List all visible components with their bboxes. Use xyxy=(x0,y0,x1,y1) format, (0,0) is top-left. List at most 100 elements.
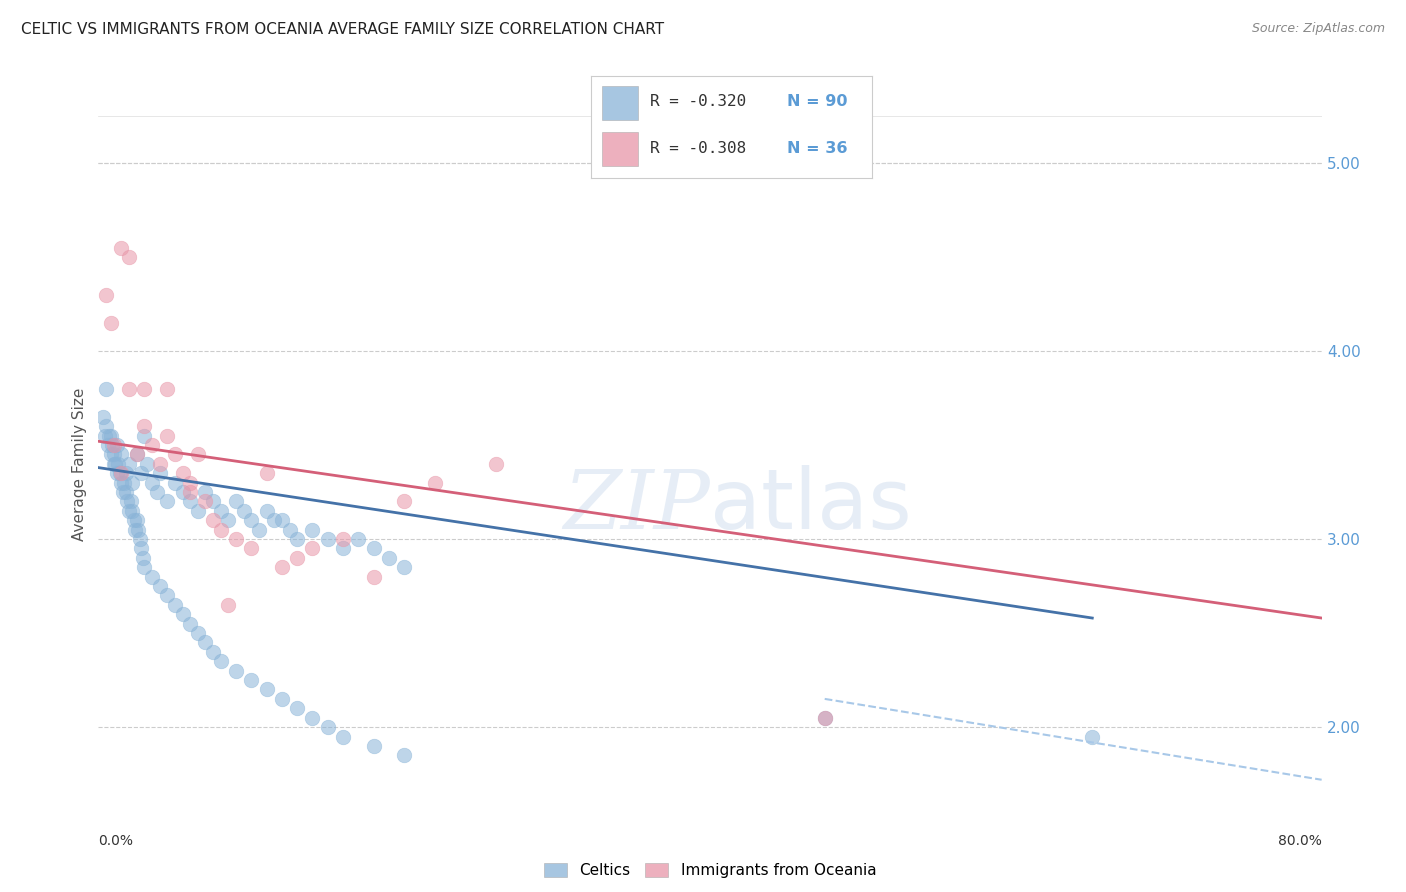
Point xyxy=(141,438,163,452)
Point xyxy=(256,467,278,481)
Point xyxy=(100,316,122,330)
Point xyxy=(91,409,114,424)
Point xyxy=(301,711,323,725)
Point xyxy=(129,541,152,556)
Point xyxy=(125,513,148,527)
Point xyxy=(145,485,167,500)
Bar xyxy=(602,87,638,120)
Point xyxy=(156,382,179,396)
Text: N = 36: N = 36 xyxy=(787,141,848,155)
Point xyxy=(240,541,263,556)
Point xyxy=(115,485,138,500)
Point xyxy=(141,569,163,583)
Point xyxy=(392,494,416,508)
Text: R = -0.320: R = -0.320 xyxy=(650,95,745,110)
Point xyxy=(179,475,201,490)
Point xyxy=(156,494,179,508)
Point xyxy=(278,523,301,537)
Point xyxy=(285,550,308,565)
Point xyxy=(105,438,128,452)
Point xyxy=(134,560,156,574)
Point xyxy=(110,447,132,461)
Point xyxy=(163,475,186,490)
Point xyxy=(301,541,323,556)
Point xyxy=(149,457,172,471)
Point xyxy=(172,467,194,481)
Point xyxy=(194,635,217,649)
Point xyxy=(132,550,155,565)
Point xyxy=(179,616,201,631)
Point xyxy=(93,428,115,442)
Point xyxy=(179,494,201,508)
Point xyxy=(423,475,446,490)
Point xyxy=(100,428,122,442)
Point xyxy=(202,645,225,659)
Text: N = 90: N = 90 xyxy=(787,95,848,110)
Point xyxy=(103,457,125,471)
Point xyxy=(217,598,239,612)
Point xyxy=(117,494,139,508)
Point xyxy=(101,438,124,452)
Point xyxy=(363,739,385,753)
Point xyxy=(392,560,416,574)
Point xyxy=(118,250,141,264)
Point xyxy=(110,467,132,481)
Point xyxy=(194,485,217,500)
Point xyxy=(270,513,294,527)
Point xyxy=(332,730,354,744)
Point xyxy=(179,485,201,500)
Point xyxy=(347,532,370,546)
Point xyxy=(225,532,247,546)
Point xyxy=(118,457,141,471)
Point xyxy=(97,438,120,452)
Point xyxy=(108,467,131,481)
Point xyxy=(94,287,117,301)
Point xyxy=(128,532,150,546)
Point xyxy=(332,541,354,556)
Point xyxy=(121,504,143,518)
Point xyxy=(118,504,141,518)
Point xyxy=(156,428,179,442)
Point xyxy=(363,569,385,583)
Point xyxy=(103,447,125,461)
Text: CELTIC VS IMMIGRANTS FROM OCEANIA AVERAGE FAMILY SIZE CORRELATION CHART: CELTIC VS IMMIGRANTS FROM OCEANIA AVERAG… xyxy=(21,22,664,37)
Point xyxy=(202,513,225,527)
Text: ZIP: ZIP xyxy=(564,466,710,546)
Point xyxy=(118,382,141,396)
Point xyxy=(392,748,416,763)
Point xyxy=(270,560,294,574)
Point xyxy=(134,382,156,396)
Point xyxy=(122,513,145,527)
Point xyxy=(134,428,156,442)
Point xyxy=(256,682,278,697)
Point xyxy=(112,475,135,490)
Point xyxy=(103,438,125,452)
Point xyxy=(125,447,148,461)
Text: 0.0%: 0.0% xyxy=(98,834,134,848)
Point xyxy=(285,701,308,715)
Point xyxy=(202,494,225,508)
Point xyxy=(107,457,129,471)
Bar xyxy=(602,132,638,166)
Point xyxy=(332,532,354,546)
Point xyxy=(149,579,172,593)
Point xyxy=(187,504,209,518)
Point xyxy=(316,532,339,546)
Text: Source: ZipAtlas.com: Source: ZipAtlas.com xyxy=(1251,22,1385,36)
Point xyxy=(124,523,146,537)
Point xyxy=(1326,701,1348,715)
Point xyxy=(232,504,254,518)
Point xyxy=(209,523,232,537)
Point xyxy=(194,494,217,508)
Point xyxy=(110,475,132,490)
Point xyxy=(270,692,294,706)
Point xyxy=(1081,730,1104,744)
Point xyxy=(136,457,159,471)
Point xyxy=(141,475,163,490)
Point xyxy=(378,550,401,565)
Point xyxy=(217,513,239,527)
Point xyxy=(121,475,143,490)
Point xyxy=(94,419,117,434)
Legend: Celtics, Immigrants from Oceania: Celtics, Immigrants from Oceania xyxy=(537,857,883,884)
Point xyxy=(105,467,128,481)
